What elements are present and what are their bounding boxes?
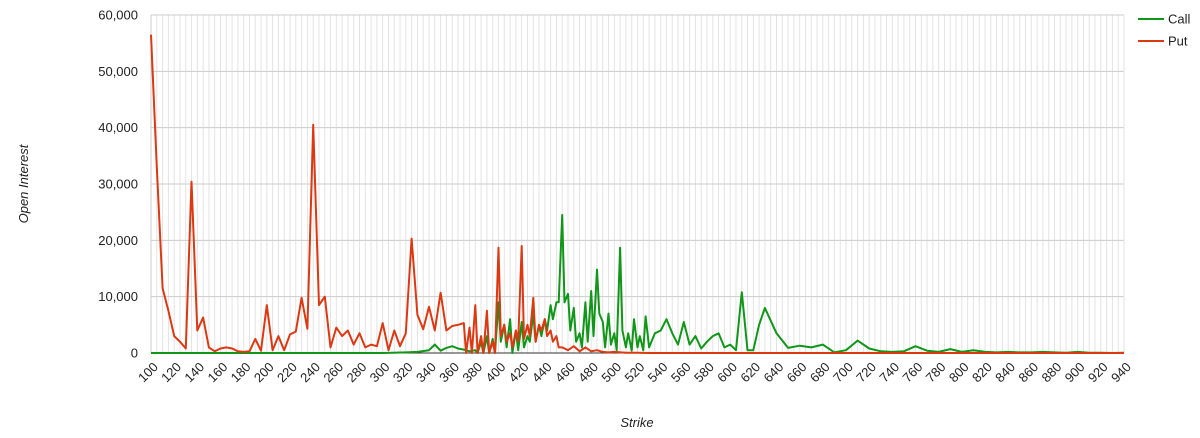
x-tick-label: 280 [344,359,370,385]
x-tick-label: 180 [228,359,254,385]
x-tick-label: 900 [1062,359,1088,385]
x-tick-label: 500 [598,359,624,385]
x-tick-label: 160 [205,359,231,385]
y-tick-label: 40,000 [98,120,138,135]
x-tick-label: 440 [529,359,555,385]
x-tick-label: 360 [436,359,462,385]
x-tick-label: 800 [946,359,972,385]
y-tick-label: 30,000 [98,177,138,192]
x-tick-label: 480 [575,359,601,385]
x-tick-label: 640 [761,359,787,385]
x-tick-label: 420 [506,359,532,385]
x-tick-label: 120 [158,359,184,385]
x-tick-label: 740 [876,359,902,385]
x-tick-label: 220 [274,359,300,385]
y-tick-label: 20,000 [98,233,138,248]
x-tick-label: 560 [668,359,694,385]
x-tick-label: 100 [135,359,161,385]
x-tick-label: 520 [622,359,648,385]
x-axis-title: Strike [620,415,653,430]
x-tick-label: 660 [784,359,810,385]
x-tick-label: 620 [737,359,763,385]
x-tick-label: 240 [297,359,323,385]
legend-label-put: Put [1168,34,1188,49]
y-tick-label: 50,000 [98,64,138,79]
y-tick-label: 60,000 [98,8,138,23]
x-tick-label: 320 [390,359,416,385]
series-line-put [150,34,1124,354]
series-line-call [151,214,1125,354]
x-tick-label: 540 [645,359,671,385]
x-tick-label: 820 [969,359,995,385]
series-lines [150,34,1125,354]
x-axis-tick-labels: 1001201401601802002202402602803003203403… [135,359,1134,385]
x-tick-label: 920 [1085,359,1111,385]
gridlines [151,14,1124,353]
x-tick-label: 940 [1108,359,1134,385]
x-tick-label: 840 [992,359,1018,385]
x-tick-label: 380 [459,359,485,385]
x-tick-label: 600 [714,359,740,385]
x-tick-label: 880 [1039,359,1065,385]
y-tick-label: 0 [131,346,138,361]
x-tick-label: 780 [923,359,949,385]
x-tick-label: 860 [1015,359,1041,385]
x-tick-label: 760 [900,359,926,385]
x-tick-label: 300 [367,359,393,385]
x-tick-label: 720 [853,359,879,385]
x-tick-label: 140 [181,359,207,385]
x-tick-label: 340 [413,359,439,385]
y-axis-tick-labels: 0 10,000 20,000 30,000 40,000 50,000 60,000 [98,8,138,361]
legend: Call Put [1138,12,1191,49]
legend-label-call: Call [1168,12,1191,27]
x-tick-label: 700 [830,359,856,385]
y-tick-label: 10,000 [98,289,138,304]
y-axis-title: Open Interest [16,143,31,223]
x-tick-label: 680 [807,359,833,385]
x-tick-label: 580 [691,359,717,385]
x-tick-label: 260 [320,359,346,385]
x-tick-label: 200 [251,359,277,385]
x-tick-label: 400 [483,359,509,385]
x-tick-label: 460 [552,359,578,385]
